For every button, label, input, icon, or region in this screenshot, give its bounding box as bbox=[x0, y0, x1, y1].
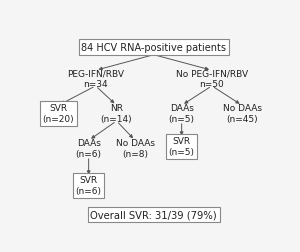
Text: SVR
(n=20): SVR (n=20) bbox=[43, 104, 74, 124]
Text: SVR
(n=6): SVR (n=6) bbox=[76, 175, 102, 196]
Text: NR
(n=14): NR (n=14) bbox=[101, 104, 132, 124]
Text: DAAs
(n=6): DAAs (n=6) bbox=[76, 139, 102, 159]
Text: 84 HCV RNA-positive patients: 84 HCV RNA-positive patients bbox=[81, 43, 226, 53]
Text: No DAAs
(n=8): No DAAs (n=8) bbox=[116, 139, 155, 159]
Text: Overall SVR: 31/39 (79%): Overall SVR: 31/39 (79%) bbox=[90, 210, 217, 219]
Text: SVR
(n=5): SVR (n=5) bbox=[169, 137, 195, 157]
Text: DAAs
(n=5): DAAs (n=5) bbox=[169, 104, 195, 124]
Text: PEG-IFN/RBV
n=34: PEG-IFN/RBV n=34 bbox=[67, 69, 124, 89]
Text: No DAAs
(n=45): No DAAs (n=45) bbox=[223, 104, 262, 124]
Text: No PEG-IFN/RBV
n=50: No PEG-IFN/RBV n=50 bbox=[176, 69, 248, 89]
